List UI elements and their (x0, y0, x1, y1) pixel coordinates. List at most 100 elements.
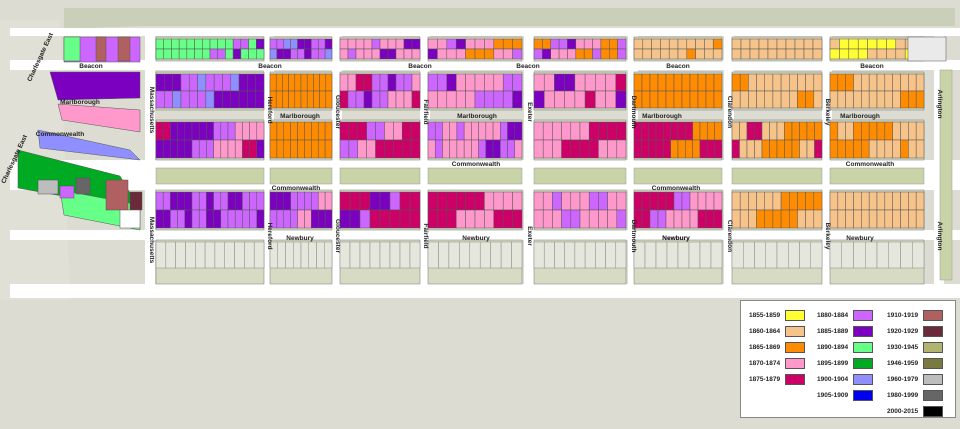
lot-0-2-0-bot (155, 139, 164, 159)
legend-label-15: 1960-1979 (887, 376, 919, 383)
lot-0-3-12-top (242, 191, 250, 211)
lot-0-0-0-bot (155, 48, 164, 60)
lot-0-3-4-bot (184, 209, 193, 229)
lot-5-2-1-bot (641, 139, 649, 159)
lot-7-2-11-bot (915, 139, 925, 159)
lot-2-2-6-top (393, 121, 403, 141)
lot-4-0-3-bot (558, 48, 568, 60)
lot-0-1-4-top (188, 73, 198, 92)
lot-6-0-3-bot (758, 48, 769, 60)
lot-3-1-9-bot (512, 90, 523, 109)
lot-0-1-1-bot (164, 90, 173, 109)
lot-5-3-8-bot (697, 209, 707, 229)
lot-3-2-7-top (478, 121, 487, 141)
lot-0-3-10-bot (227, 209, 236, 229)
lot-6-2-3-top (754, 121, 763, 141)
lot-4-0-8-top (600, 38, 610, 50)
street-avenue-3 (420, 28, 430, 298)
lot-7-0-1-top (839, 38, 850, 50)
lot-5-3-4-top (665, 191, 675, 211)
lot-1-0-2-top (283, 38, 291, 50)
lot-4-0-6-top (583, 38, 593, 50)
commonwealth-mall-3 (427, 167, 523, 185)
lot-w-4 (105, 179, 129, 211)
legend-label-0: 1855-1859 (749, 312, 781, 319)
lot-3-1-5-top (474, 73, 485, 92)
street-label-berkeley-2: Berkeley (824, 222, 831, 249)
lot-7-2-10-top (908, 121, 917, 141)
lot-2-0-8-bot (403, 48, 413, 60)
lot-6-1-9-bot (805, 90, 815, 109)
lot-5-0-1-top (642, 38, 652, 50)
legend-label-12: 1920-1929 (887, 328, 919, 335)
lot-3-2-0-bot (427, 139, 436, 159)
lot-1-2-8-bot (324, 139, 333, 159)
lot-0-1-3-bot (180, 90, 190, 109)
lot-5-0-3-top (660, 38, 670, 50)
lot-3-3-5-top (474, 191, 485, 211)
lot-1-2-6-bot (311, 139, 319, 159)
lot-7-1-1-bot (837, 90, 846, 109)
lot-7-3-8-top (892, 191, 901, 211)
lot-4-2-5-bot (579, 139, 590, 159)
lot-5-0-4-bot (668, 48, 679, 60)
lot-6-2-2-top (746, 121, 755, 141)
lot-5-0-0-bot (633, 48, 644, 60)
lot-4-1-7-bot (605, 90, 617, 109)
legend-label-4: 1875-1879 (749, 376, 781, 383)
lot-5-4-6 (699, 241, 712, 269)
lot-0-0-9-bot (225, 48, 234, 60)
lot-5-2-10-top (707, 121, 715, 141)
lot-2-0-6-top (387, 38, 397, 50)
lot-3-2-7-bot (478, 139, 487, 159)
lot-w-2 (95, 36, 107, 62)
lot-5-2-3-bot (655, 139, 664, 159)
lot-1-2-7-top (317, 121, 326, 141)
lot-4-2-3-bot (561, 139, 572, 159)
lot-0-0-3-top (178, 38, 188, 50)
street-label-dartmouth-2: Dartmouth (630, 220, 637, 253)
lot-4-0-2-top (550, 38, 560, 50)
lot-0-0-8-top (217, 38, 226, 50)
lot-0-2-6-bot (198, 139, 207, 159)
lot-1-3-7-bot (317, 209, 326, 229)
lot-0-2-5-top (191, 121, 200, 141)
lot-3-3-6-top (484, 191, 495, 211)
lot-6-4-3 (765, 241, 778, 269)
lot-5-0-5-top (677, 38, 688, 50)
lot-7-0-7-top (895, 38, 906, 50)
lot-7-3-4-top (861, 191, 870, 211)
lot-0-4-10 (253, 241, 265, 269)
lot-1-1-6-top (306, 73, 314, 92)
street-label-berkeley-1: Berkeley (824, 98, 831, 125)
lot-3-1-7-top (493, 73, 504, 92)
lot-3-2-2-bot (442, 139, 450, 159)
lot-7-1-7-top (884, 73, 893, 92)
lot-w-7 (59, 185, 75, 199)
lot-3-0-5-bot (474, 48, 485, 60)
lot-1-2-7-bot (317, 139, 326, 159)
street-avenue-4 (524, 28, 534, 298)
lot-6-0-4-top (767, 38, 778, 50)
lot-6-2-0-bot (731, 139, 740, 159)
lot-2-3-7-top (409, 191, 421, 211)
lot-1-3-5-bot (304, 209, 312, 229)
lot-4-3-8-bot (607, 209, 618, 229)
lot-3-3-3-top (455, 191, 466, 211)
lot-2-3-5-top (389, 191, 401, 211)
lot-4-0-10-top (617, 38, 627, 50)
lot-7-2-6-bot (876, 139, 886, 159)
lot-4-3-0-top (533, 191, 544, 211)
lot-7-4-6 (900, 241, 913, 269)
lot-1-2-8-top (324, 121, 333, 141)
lot-6-2-5-top (769, 121, 778, 141)
lot-5-3-6-bot (681, 209, 691, 229)
lot-1-1-9-bot (325, 90, 333, 109)
lot-1-1-6-bot (306, 90, 314, 109)
lot-2-2-6-bot (393, 139, 403, 159)
lot-1-3-8-top (324, 191, 333, 211)
lot-4-2-8-top (607, 121, 618, 141)
lot-0-3-3-top (177, 191, 186, 211)
lot-2-0-0-bot (339, 48, 349, 60)
legend-swatch-7 (853, 342, 873, 353)
